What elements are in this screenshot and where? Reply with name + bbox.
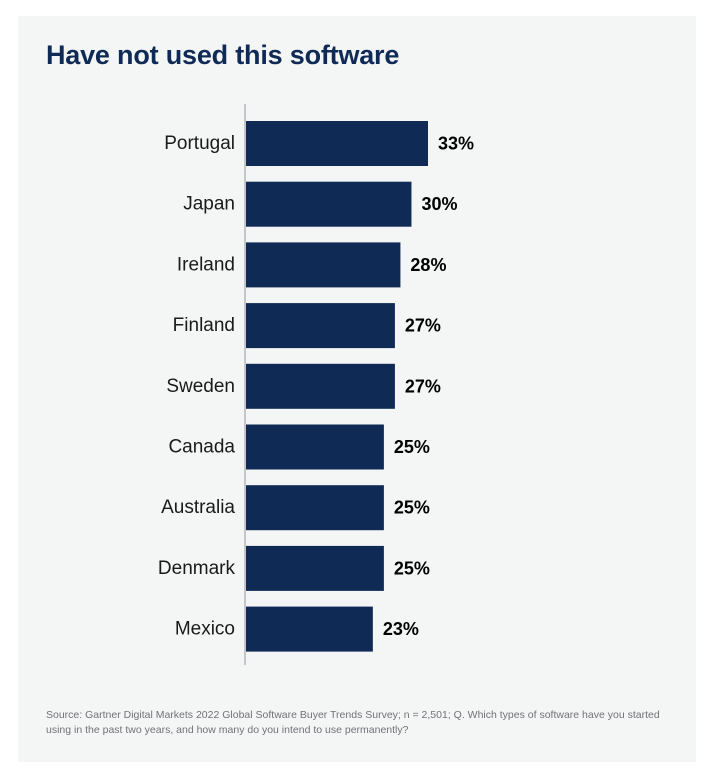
value-label: 27% [405, 376, 441, 396]
category-label: Canada [168, 437, 235, 458]
value-label: 25% [394, 558, 430, 578]
category-label: Australia [161, 497, 235, 518]
bar-mexico [246, 606, 373, 652]
bar-australia [246, 485, 384, 531]
bar-sweden [246, 363, 395, 409]
bar-ireland [246, 242, 401, 288]
value-label: 30% [421, 194, 457, 214]
chart-title: Have not used this software [46, 40, 400, 70]
bar-denmark [246, 545, 384, 591]
value-label: 33% [438, 134, 474, 154]
category-label: Ireland [177, 254, 235, 275]
bar-finland [246, 303, 395, 349]
category-label: Finland [173, 315, 235, 336]
category-label: Denmark [158, 558, 236, 579]
category-label: Mexico [175, 619, 235, 640]
value-label: 25% [394, 498, 430, 518]
bar-japan [246, 181, 412, 227]
value-label: 23% [383, 619, 419, 639]
value-label: 27% [405, 316, 441, 336]
source-note: Source: Gartner Digital Markets 2022 Glo… [46, 709, 660, 736]
value-label: 25% [394, 437, 430, 457]
bar-canada [246, 424, 384, 470]
category-label: Sweden [166, 376, 235, 397]
category-label: Portugal [164, 133, 235, 154]
bar-portugal [246, 121, 428, 166]
category-label: Japan [183, 194, 235, 215]
value-label: 28% [410, 255, 446, 275]
